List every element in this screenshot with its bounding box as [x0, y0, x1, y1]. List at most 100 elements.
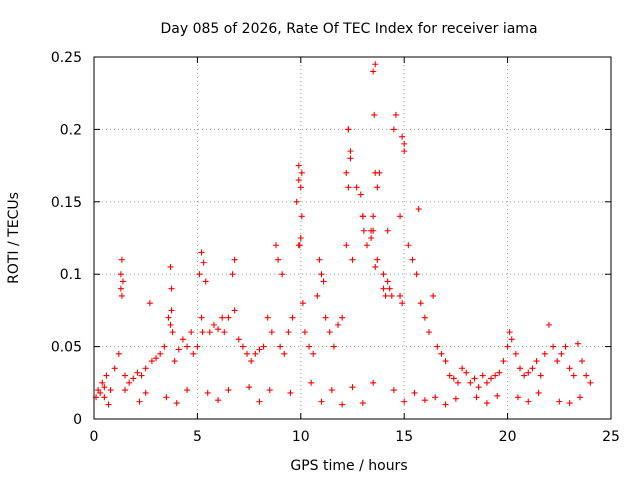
data-point [277, 343, 284, 350]
data-point [167, 321, 174, 328]
data-point [235, 336, 242, 343]
data-point [529, 365, 536, 372]
axis-ticks [93, 56, 612, 420]
data-point [556, 398, 563, 405]
data-point [382, 292, 389, 299]
plot-frame [93, 56, 612, 420]
data-point [190, 350, 197, 357]
data-point [171, 358, 178, 365]
data-point [117, 285, 124, 292]
data-point [525, 369, 532, 376]
data-point [541, 350, 548, 357]
data-point [136, 398, 143, 405]
data-point [442, 401, 449, 408]
data-point [401, 148, 408, 155]
data-point [514, 394, 521, 401]
data-point [297, 184, 304, 191]
data-point [231, 256, 238, 263]
data-point [463, 369, 470, 376]
data-point [370, 68, 377, 75]
data-point [101, 384, 108, 391]
data-point [374, 256, 381, 263]
data-point [256, 346, 263, 353]
data-point [558, 350, 565, 357]
data-point [210, 321, 217, 328]
data-point [370, 227, 377, 234]
y-tick-label: 0.15 [51, 195, 82, 211]
data-point [363, 242, 370, 249]
data-point [372, 61, 379, 68]
y-tick-label: 0.1 [60, 267, 82, 283]
data-point [401, 398, 408, 405]
data-point [310, 350, 317, 357]
x-tick-label: 20 [499, 429, 517, 445]
data-point [295, 162, 302, 169]
data-point [438, 350, 445, 357]
data-point [301, 329, 308, 336]
chart-title: Day 085 of 2026, Rate Of TEC Index for r… [160, 21, 537, 37]
data-point [103, 372, 110, 379]
data-point [202, 278, 209, 285]
data-point [117, 271, 124, 278]
data-point [392, 111, 399, 118]
data-point [148, 358, 155, 365]
data-point [345, 126, 352, 133]
data-point [413, 271, 420, 278]
data-point [388, 292, 395, 299]
data-point [517, 365, 524, 372]
data-point [384, 227, 391, 234]
data-point [173, 400, 180, 407]
data-point [535, 389, 542, 396]
data-point [411, 389, 418, 396]
data-point [268, 329, 275, 336]
y-axis-label: ROTI / TECUs [6, 192, 22, 284]
data-point [390, 126, 397, 133]
data-point [587, 379, 594, 386]
data-point [349, 256, 356, 263]
data-point [246, 384, 253, 391]
data-point [153, 355, 160, 362]
data-point [328, 387, 335, 394]
data-point [105, 401, 112, 408]
data-point [281, 350, 288, 357]
data-point [566, 365, 573, 372]
data-point [285, 329, 292, 336]
data-point [360, 227, 367, 234]
data-point [318, 398, 325, 405]
data-point [142, 389, 149, 396]
data-point [339, 314, 346, 321]
data-point [119, 278, 126, 285]
x-tick-label: 15 [395, 429, 413, 445]
data-point [349, 384, 356, 391]
data-point [138, 372, 145, 379]
data-point [298, 169, 305, 176]
data-point [118, 292, 125, 299]
data-point [168, 285, 175, 292]
data-point [533, 358, 540, 365]
data-point [252, 350, 259, 357]
data-point [473, 394, 480, 401]
data-point [521, 372, 528, 379]
data-point [345, 184, 352, 191]
data-point [370, 213, 377, 220]
data-point [330, 343, 337, 350]
data-point [454, 379, 461, 386]
data-point [405, 242, 412, 249]
data-point [163, 394, 170, 401]
y-tick-label: 0.25 [51, 50, 82, 66]
data-point [298, 213, 305, 220]
x-axis-label: GPS time / hours [290, 458, 407, 474]
x-tick-label: 5 [193, 429, 202, 445]
data-point [343, 242, 350, 249]
data-point [184, 387, 191, 394]
data-point [399, 300, 406, 307]
data-point [219, 314, 226, 321]
data-point [357, 191, 364, 198]
data-point [169, 329, 176, 336]
data-point [308, 379, 315, 386]
data-point [264, 314, 271, 321]
data-point [537, 372, 544, 379]
data-point [165, 314, 172, 321]
y-tick-label: 0 [73, 412, 82, 428]
data-point [570, 372, 577, 379]
